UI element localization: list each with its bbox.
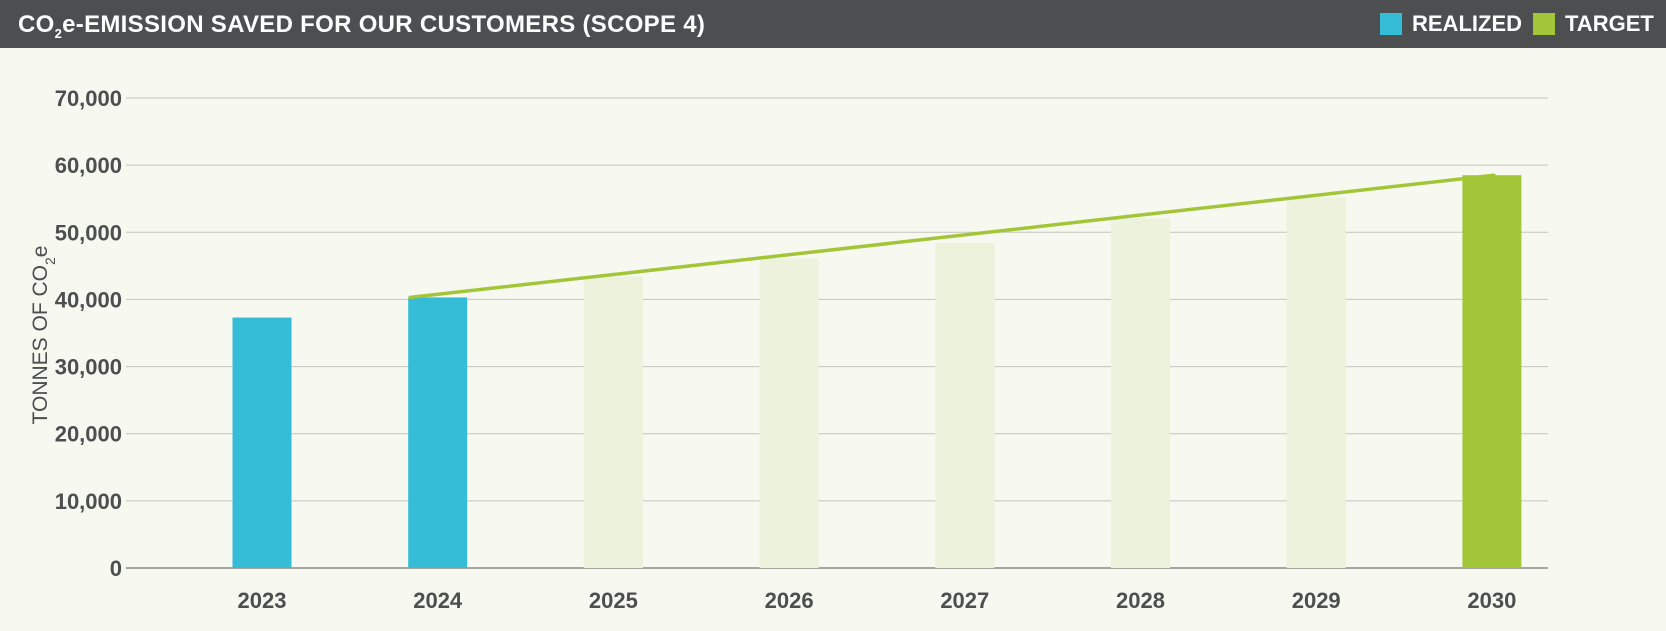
bar-realized: [232, 317, 292, 568]
target-trend-line: [408, 173, 1496, 300]
projection-bar: [583, 276, 643, 568]
y-tick-label: 30,000: [55, 355, 122, 380]
x-tick-label: 2024: [413, 588, 463, 613]
y-tick-label: 40,000: [55, 287, 122, 312]
legend-swatch-realized: [1380, 13, 1402, 35]
bar-target: [1462, 175, 1522, 568]
legend-item-target: TARGET: [1533, 11, 1654, 36]
y-axis-label: TONNES OF CO2e: [29, 246, 58, 425]
y-tick-label: 70,000: [55, 86, 122, 111]
projection-bar: [1286, 197, 1346, 568]
x-tick-label: 2027: [940, 588, 989, 613]
legend-swatch-target: [1533, 13, 1555, 35]
y-tick-label: 60,000: [55, 153, 122, 178]
x-tick-label: 2026: [765, 588, 814, 613]
legend-label-realized: REALIZED: [1412, 11, 1522, 36]
y-tick-label: 10,000: [55, 489, 122, 514]
y-tick-label: 50,000: [55, 220, 122, 245]
chart-header: CO2e-EMISSION SAVED FOR OUR CUSTOMERS (S…: [0, 0, 1666, 48]
bar-realized: [408, 297, 468, 568]
x-tick-label: 2025: [589, 588, 638, 613]
x-axis-ticks: 2023 2024 2025 2026 2027 2028 2029 2030: [238, 588, 1517, 613]
projection-bar: [1111, 218, 1170, 568]
chart-title: CO2e-EMISSION SAVED FOR OUR CUSTOMERS (S…: [18, 11, 706, 41]
legend-item-realized: REALIZED: [1380, 11, 1522, 36]
x-tick-label: 2023: [238, 588, 287, 613]
x-tick-label: 2028: [1116, 588, 1165, 613]
x-tick-label: 2029: [1292, 588, 1341, 613]
y-tick-label: 0: [110, 556, 122, 581]
target-line-layer: [408, 173, 1496, 300]
legend-label-target: TARGET: [1565, 11, 1654, 36]
projection-bar: [935, 243, 995, 568]
y-tick-label: 20,000: [55, 422, 122, 447]
x-tick-label: 2030: [1467, 588, 1516, 613]
projection-bar: [759, 258, 819, 568]
y-axis-ticks: 0 10,000 20,000 30,000 40,000 50,000 60,000 70,…: [55, 86, 122, 581]
bar-layer: [232, 175, 1522, 568]
